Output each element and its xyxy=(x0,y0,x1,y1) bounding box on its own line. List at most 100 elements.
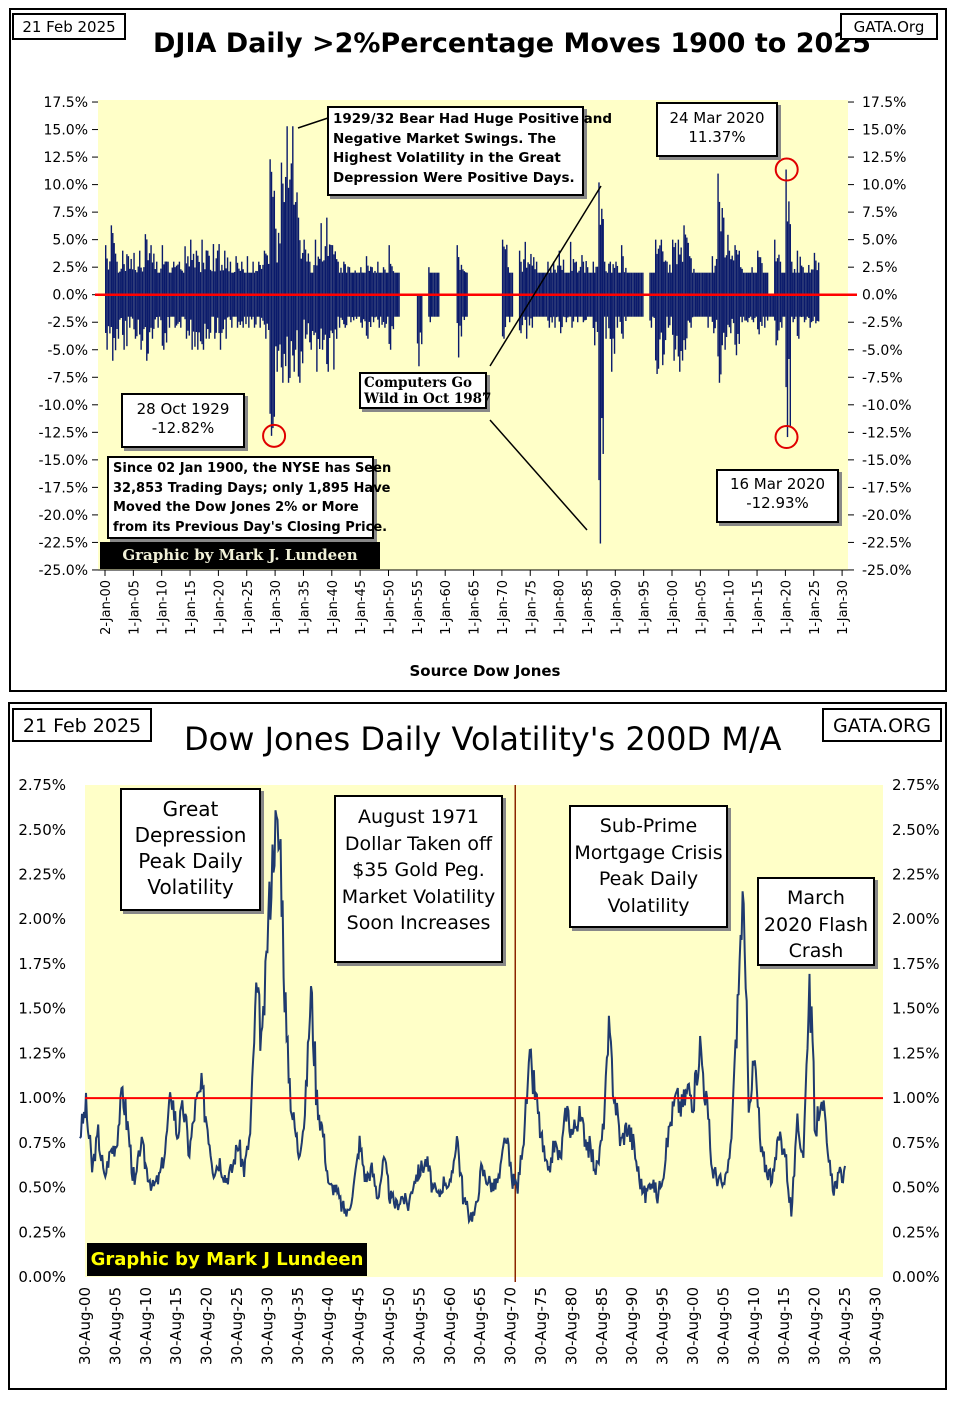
y-tick-label-left: -15.0% xyxy=(38,453,88,469)
daily-move-bar xyxy=(202,262,205,350)
x-tick-label: 30-Aug-35 xyxy=(289,1287,307,1365)
daily-move-bar xyxy=(518,250,521,331)
daily-move-bar xyxy=(677,239,680,357)
daily-move-bar xyxy=(747,272,749,323)
x-tick-label: 30-Aug-50 xyxy=(380,1287,398,1365)
daily-move-bar xyxy=(572,259,575,322)
daily-move-bar xyxy=(323,260,325,340)
daily-move-bar xyxy=(809,272,811,328)
highlight-circle xyxy=(774,157,799,182)
bottom-chart-title: Dow Jones Daily Volatility's 200D M/A xyxy=(184,720,782,758)
daily-move-bar xyxy=(347,266,349,317)
daily-move-bar xyxy=(728,250,731,328)
y-tick-label-left: 7.5% xyxy=(52,205,88,221)
daily-move-bar xyxy=(163,264,165,350)
daily-move-bar xyxy=(106,258,108,350)
daily-move-bar xyxy=(253,272,256,328)
daily-move-bar xyxy=(686,237,688,339)
x-tick-label: 30-Aug-00 xyxy=(76,1287,94,1365)
x-tick-label: 1-Jan-05 xyxy=(694,580,709,635)
daily-move-bar xyxy=(711,256,714,322)
y-tick-label-left: 10.0% xyxy=(44,178,88,194)
daily-move-bar xyxy=(114,253,117,351)
annotation-line: March xyxy=(787,887,845,909)
daily-move-bar xyxy=(428,267,430,317)
annotation-line: 28 Oct 1929 xyxy=(136,400,230,418)
volatility-200d-ma-line xyxy=(79,810,846,1225)
daily-move-bar xyxy=(727,234,729,325)
daily-move-bar xyxy=(419,294,422,333)
daily-move-bar xyxy=(713,272,715,334)
annotation-line: Sub-Prime xyxy=(599,815,698,837)
daily-move-bar xyxy=(550,267,552,318)
top-chart-title: DJIA Daily >2%Percentage Moves 1900 to 2… xyxy=(153,28,871,59)
daily-move-bar xyxy=(260,268,263,318)
x-tick-label: 1-Jan-30 xyxy=(836,580,851,635)
daily-move-bar xyxy=(331,245,334,334)
daily-move-bar xyxy=(204,269,206,324)
daily-move-bar xyxy=(364,272,366,322)
daily-move-bar xyxy=(311,272,314,331)
y-tick-label-right: -17.5% xyxy=(862,480,912,496)
daily-move-bar xyxy=(219,270,222,350)
daily-move-bar xyxy=(225,268,227,339)
daily-move-bar xyxy=(151,262,154,339)
daily-move-bar xyxy=(802,267,804,317)
x-tick-label: 2-Jan-00 xyxy=(99,580,114,635)
daily-move-bar xyxy=(508,272,511,323)
annotation-line: Market Volatility xyxy=(341,885,496,908)
daily-move-bar xyxy=(265,253,267,339)
x-tick-label: 30-Aug-30 xyxy=(258,1287,276,1365)
daily-move-bar xyxy=(562,259,565,317)
x-tick-label: 30-Aug-05 xyxy=(714,1287,732,1365)
daily-move-bar xyxy=(789,224,791,427)
y-tick-label-right: -15.0% xyxy=(862,453,912,469)
y-tick-label-right: 2.00% xyxy=(892,910,940,928)
daily-move-bar xyxy=(602,219,604,454)
x-tick-label: 30-Aug-75 xyxy=(532,1287,550,1365)
y-tick-label-right: 1.25% xyxy=(892,1044,940,1062)
top-credit-label: Graphic by Mark J. Lundeen xyxy=(100,542,380,569)
y-tick-label-left: -17.5% xyxy=(38,480,88,496)
daily-move-bar xyxy=(391,266,393,327)
daily-move-bar xyxy=(674,242,677,350)
daily-move-bar xyxy=(317,256,319,340)
annotation-oct-1929: 28 Oct 1929 -12.82% xyxy=(121,393,245,448)
daily-move-bar xyxy=(389,263,392,350)
daily-move-bar xyxy=(299,240,301,383)
daily-move-bar xyxy=(574,262,576,317)
bottom-source-label: GATA.ORG xyxy=(822,708,942,742)
daily-move-bar xyxy=(258,261,260,317)
x-tick-label: 30-Aug-80 xyxy=(562,1287,580,1365)
daily-move-bar xyxy=(598,182,600,481)
daily-move-bar xyxy=(507,267,509,317)
daily-move-bar xyxy=(123,264,125,350)
daily-move-bar xyxy=(650,272,653,328)
annotation-line: Negative Market Swings. The xyxy=(333,130,557,147)
daily-move-bar xyxy=(579,266,582,317)
daily-move-bar xyxy=(107,269,110,327)
x-tick-label: 30-Aug-95 xyxy=(654,1287,672,1365)
daily-move-bar xyxy=(301,252,304,364)
daily-move-bar xyxy=(775,261,777,346)
annotation-arrow xyxy=(489,185,602,367)
y-tick-label-left: 1.25% xyxy=(18,1044,66,1062)
y-tick-label-right: 0.00% xyxy=(892,1268,940,1286)
daily-move-bar xyxy=(137,266,139,320)
daily-move-bar xyxy=(805,272,807,320)
daily-move-bar xyxy=(581,255,583,317)
daily-move-bar xyxy=(548,272,551,328)
daily-move-bar xyxy=(735,249,738,356)
daily-move-bar xyxy=(594,272,596,346)
y-tick-label-right: -25.0% xyxy=(862,563,912,579)
daily-move-bar xyxy=(817,262,820,322)
daily-move-bar xyxy=(148,253,151,333)
x-tick-label: 30-Aug-55 xyxy=(410,1287,428,1365)
annotation-line: Wild in Oct 1987 xyxy=(364,391,492,408)
daily-move-bar xyxy=(721,208,723,346)
annotation-line: Highest Volatility in the Great xyxy=(333,150,561,167)
daily-move-bar xyxy=(533,257,535,317)
daily-move-bar xyxy=(156,261,158,318)
daily-move-bar xyxy=(242,269,244,328)
annotation-line: August 1971 xyxy=(358,806,479,828)
